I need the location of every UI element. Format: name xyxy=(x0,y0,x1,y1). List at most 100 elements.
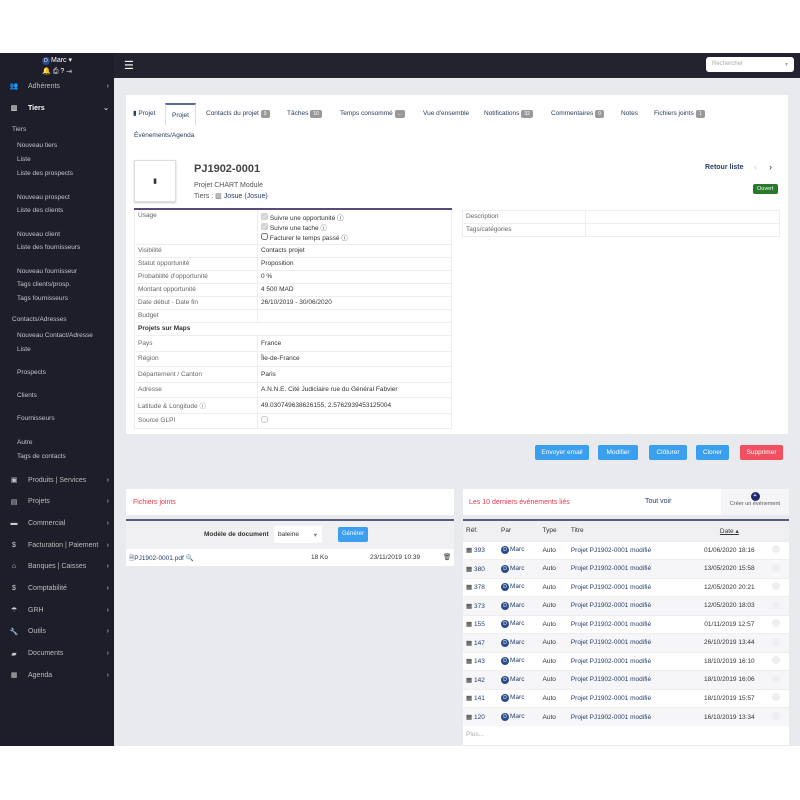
sidebar-item-facturation-paiement[interactable]: $ Facturation | Paiement › xyxy=(0,535,114,555)
event-user-link[interactable]: Marc xyxy=(510,583,525,591)
event-user-link[interactable]: Marc xyxy=(510,638,525,646)
tab-vue-d-ensemble[interactable]: Vue d'ensemble xyxy=(423,103,469,125)
sidebar-item-agenda[interactable]: ▦ Agenda › xyxy=(0,665,114,685)
close-project-button[interactable]: Clôturer xyxy=(649,445,687,460)
event-title-link[interactable]: Projet PJ1902-0001 modifié xyxy=(567,707,690,726)
event-user-link[interactable]: Marc xyxy=(510,694,525,702)
sidebar-subitem[interactable]: Liste xyxy=(17,156,31,163)
tab--v-nements-agenda[interactable]: Événements/Agenda xyxy=(134,125,194,147)
event-user-link[interactable]: Marc xyxy=(510,601,525,609)
event-user-link[interactable]: Marc xyxy=(510,713,525,720)
sidebar-subitem[interactable]: Liste des fournisseurs xyxy=(17,244,81,251)
sidebar-subitem[interactable]: Tags clients/prosp. xyxy=(17,281,71,288)
usage-checkbox[interactable] xyxy=(261,223,268,230)
edit-button[interactable]: Modifier xyxy=(598,445,638,460)
sidebar-item-produits-services[interactable]: ▣ Produits | Services › xyxy=(0,470,114,490)
usage-checkbox[interactable] xyxy=(261,233,268,240)
event-ref-link[interactable]: 373 xyxy=(473,602,485,610)
sidebar-item-documents[interactable]: ▰ Documents › xyxy=(0,644,114,664)
event-title-link[interactable]: Projet PJ1902-0001 modifié xyxy=(567,577,690,597)
event-title-link[interactable]: Projet PJ1902-0001 modifié xyxy=(567,670,690,689)
event-user-link[interactable]: Marc xyxy=(510,620,525,628)
next-icon[interactable]: › xyxy=(769,162,772,172)
sidebar-subitem[interactable]: Prospects xyxy=(17,369,46,376)
event-user-link[interactable]: Marc xyxy=(510,657,525,665)
event-title-link[interactable]: Projet PJ1902-0001 modifié xyxy=(567,651,690,671)
model-select[interactable]: baleine ▾ xyxy=(274,526,322,543)
event-title-link[interactable]: Projet PJ1902-0001 modifié xyxy=(567,559,690,578)
sidebar-item-banques-caisses[interactable]: ⌂ Banques | Caisses › xyxy=(0,557,114,577)
tab-temps-consomm-[interactable]: Temps consommé... xyxy=(340,103,405,125)
event-ref-link[interactable]: 378 xyxy=(473,584,485,592)
sidebar-item-comptabilit-[interactable]: $ Comptabilité › xyxy=(0,579,114,599)
tab-projet[interactable]: ▮ Projet xyxy=(133,103,155,125)
sidebar-subitem[interactable]: Nouveau tiers xyxy=(17,142,58,149)
send-email-button[interactable]: Envoyer email xyxy=(535,445,589,460)
tab-t-ches[interactable]: Tâches 10 xyxy=(287,103,322,125)
event-user-link[interactable]: Marc xyxy=(510,546,525,554)
sidebar-item-outils[interactable]: 🔧 Outils › xyxy=(0,622,114,642)
delete-button[interactable]: Supprimer xyxy=(740,445,783,460)
sidebar-subitem[interactable]: Fournisseurs xyxy=(17,415,55,422)
event-title-link[interactable]: Projet PJ1902-0001 modifié xyxy=(567,614,690,634)
sidebar-subitem[interactable]: Liste xyxy=(17,346,31,353)
tab-contacts-du-projet[interactable]: Contacts du projet 9 xyxy=(206,103,270,125)
tab-fichiers-joints[interactable]: Fichiers joints 1 xyxy=(654,103,705,125)
event-ref-link[interactable]: 141 xyxy=(473,695,485,703)
generate-button[interactable]: Générer xyxy=(338,527,368,542)
sidebar-subitem[interactable]: Contacts/Adresses xyxy=(12,316,67,323)
sidebar-subitem[interactable]: Liste des prospects xyxy=(17,170,74,177)
event-ref-link[interactable]: 120 xyxy=(473,714,485,721)
sidebar-subitem[interactable]: Nouveau Contact/Adresse xyxy=(17,332,93,339)
event-ref-link[interactable]: 155 xyxy=(473,621,485,629)
event-user-link[interactable]: Marc xyxy=(510,564,525,572)
sidebar-subitem[interactable]: Clients xyxy=(17,392,37,399)
event-title-link[interactable]: Projet PJ1902-0001 modifié xyxy=(567,596,690,615)
search-select[interactable]: Rechercher ▾ xyxy=(706,57,794,72)
sidebar-item-adh-rents[interactable]: 👥 Adhérents › xyxy=(0,76,114,96)
clone-button[interactable]: Cloner xyxy=(696,445,729,460)
trash-icon[interactable]: 🗑 xyxy=(443,554,452,561)
tab-projet[interactable]: Projet xyxy=(165,103,196,125)
sidebar-subitem[interactable]: Nouveau fournisseur xyxy=(17,268,77,275)
column-header[interactable]: Date ▴ xyxy=(719,527,739,535)
sidebar-subitem[interactable]: Autre xyxy=(17,439,33,446)
event-title-link[interactable]: Projet PJ1902-0001 modifié xyxy=(567,540,690,560)
user-menu[interactable]: D Marc ▾ xyxy=(0,56,114,65)
more-link[interactable]: Plus... xyxy=(466,731,485,738)
sidebar-item-projets[interactable]: ▤ Projets › xyxy=(0,492,114,512)
sidebar-subitem[interactable]: Tags de contacts xyxy=(17,453,66,460)
sidebar-item-commercial[interactable]: ▬ Commercial › xyxy=(0,513,114,533)
back-to-list-link[interactable]: Retour liste xyxy=(705,164,744,171)
tiers-link[interactable]: Josue (Josue) xyxy=(223,193,268,200)
preview-icon[interactable]: 🔍 xyxy=(185,555,194,562)
help-icon[interactable]: ? xyxy=(60,68,65,75)
event-ref-link[interactable]: 147 xyxy=(473,639,485,647)
sidebar-item-grh[interactable]: ☂ GRH › xyxy=(0,600,114,620)
see-all-link[interactable]: Tout voir xyxy=(645,498,672,505)
event-ref-link[interactable]: 143 xyxy=(473,658,485,666)
sidebar-subitem[interactable]: Liste des clients xyxy=(17,207,64,214)
event-user-link[interactable]: Marc xyxy=(510,675,525,683)
logout-icon[interactable]: ⇥ xyxy=(66,68,72,75)
sidebar-subitem[interactable]: Tags fournisseurs xyxy=(17,295,68,302)
usage-checkbox[interactable] xyxy=(261,213,268,220)
event-title-link[interactable]: Projet PJ1902-0001 modifié xyxy=(567,688,690,708)
tab-commentaires[interactable]: Commentaires 0 xyxy=(551,103,605,125)
tab-notes[interactable]: Notes xyxy=(621,103,638,125)
sidebar-subitem[interactable]: Tiers xyxy=(12,126,27,133)
hamburger-menu-icon[interactable]: ☰ xyxy=(124,60,134,72)
sidebar-subitem[interactable]: Nouveau prospect xyxy=(17,194,70,201)
sidebar-item-tiers[interactable]: ▥ Tiers ⌄ xyxy=(0,98,114,118)
event-ref-link[interactable]: 393 xyxy=(473,547,485,555)
tab-notifications[interactable]: Notifications 32 xyxy=(484,103,533,125)
sidebar-subitem[interactable]: Nouveau client xyxy=(17,231,60,238)
file-link[interactable]: 🗎PJ1902-0001.pdf 🔍 xyxy=(129,554,194,565)
previous-icon[interactable]: ‹ xyxy=(754,162,757,172)
create-event-button[interactable]: + Créer un événement xyxy=(721,489,789,515)
event-ref-link[interactable]: 142 xyxy=(473,676,485,684)
event-title-link[interactable]: Projet PJ1902-0001 modifié xyxy=(567,633,690,652)
print-icon[interactable]: ⎙ xyxy=(52,68,59,75)
event-ref-link[interactable]: 380 xyxy=(473,565,485,573)
bell-icon[interactable]: 🔔 xyxy=(42,68,51,75)
